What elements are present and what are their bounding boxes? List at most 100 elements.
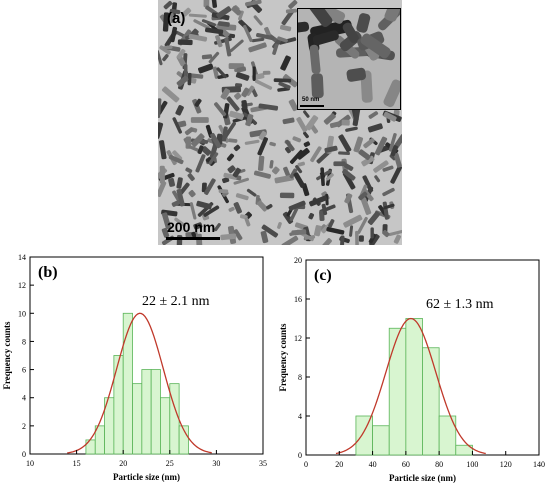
nanorod: [183, 64, 188, 80]
nanorod: [227, 165, 236, 174]
nanorod: [159, 140, 167, 160]
nanorod: [203, 0, 210, 8]
nanorod: [272, 43, 279, 55]
nanorod: [361, 155, 375, 167]
nanorod: [226, 96, 240, 112]
nanorod: [220, 233, 237, 241]
nanorod: [213, 223, 221, 232]
nanorod: [258, 103, 279, 111]
nanorod: [251, 37, 265, 43]
nanorod: [216, 67, 227, 79]
nanorod: [253, 170, 272, 179]
x-tick-label: 80: [435, 460, 443, 469]
nanorod: [367, 123, 383, 133]
nanorod: [368, 111, 379, 119]
nanorod: [168, 178, 176, 187]
nanorod: [363, 138, 375, 149]
x-tick-label: 0: [304, 460, 308, 469]
nanorod: [339, 235, 345, 245]
nanorod: [257, 155, 265, 171]
nanorod: [256, 32, 275, 41]
nanorod: [342, 22, 359, 44]
inset-nanorod-image: [298, 9, 400, 109]
nanorod: [245, 0, 262, 7]
histogram-c: 0 20 40 60 80 100 120 140 0 4 8 12 16 20 Particle size…: [278, 256, 545, 483]
gaussian-fit-curve: [67, 312, 212, 454]
histogram-b: 10 15 20 25 30 35 0 2 4 6 8 10 12 14 Particle size (nm…: [2, 253, 267, 482]
nanorod: [292, 136, 302, 143]
nanorod: [162, 54, 169, 62]
nanorod: [382, 165, 394, 172]
x-tick-label: 140: [533, 460, 545, 469]
y-tick-label: 8: [298, 373, 302, 382]
nanorod: [298, 21, 310, 34]
nanorod: [254, 79, 273, 90]
nanorod: [305, 115, 319, 131]
nanorod: [344, 163, 354, 171]
nanorod: [288, 0, 298, 9]
nanorod: [215, 34, 223, 48]
nanorod: [277, 36, 288, 43]
nanorod: [168, 154, 184, 165]
nanorod: [281, 235, 299, 245]
nanorod: [159, 45, 171, 55]
nanorod: [370, 227, 374, 239]
nanorod: [288, 200, 306, 211]
histogram-bar: [141, 369, 152, 455]
x-tick-label: 25: [166, 459, 174, 468]
nanorod: [211, 0, 218, 8]
main-scale-label: 200 nm: [167, 219, 216, 235]
nanorod: [311, 73, 324, 99]
nanorod: [356, 13, 371, 33]
nanorod: [233, 202, 242, 214]
nanorod: [282, 211, 294, 224]
nanorod: [159, 165, 165, 184]
x-tick-label: 100: [466, 460, 478, 469]
nanorod: [176, 48, 186, 60]
nanorod: [288, 99, 299, 112]
nanorod: [189, 202, 197, 220]
nanorod: [262, 70, 271, 75]
nanorod: [161, 227, 170, 238]
nanorod: [269, 141, 276, 147]
nanorod: [388, 133, 397, 152]
nanorod: [303, 9, 333, 27]
nanorod: [232, 167, 242, 178]
nanorod: [382, 201, 390, 220]
nanorod: [374, 175, 381, 183]
nanorod: [390, 145, 398, 157]
nanorod: [390, 165, 402, 184]
panel-label: (b): [38, 264, 58, 281]
x-tick-label: 60: [402, 460, 410, 469]
y-axis-label: Frequency counts: [278, 323, 288, 392]
nanorod: [201, 19, 217, 27]
panel-label-a: (a): [167, 10, 186, 27]
nanorod: [333, 161, 346, 167]
nanorod: [235, 193, 249, 201]
nanorod: [245, 113, 254, 127]
inset-scale-label: 50 nm: [302, 97, 320, 103]
nanorod: [303, 110, 310, 118]
nanorod: [229, 39, 244, 53]
nanorod: [188, 13, 207, 18]
nanorod: [244, 217, 251, 227]
nanorod: [358, 191, 368, 201]
inset-scale-bar: [300, 105, 324, 107]
nanorod: [161, 86, 180, 103]
y-tick-label: 14: [18, 253, 26, 262]
nanorod: [319, 224, 327, 231]
nanorod: [205, 27, 224, 35]
nanorod: [193, 222, 203, 230]
nanorod: [257, 137, 268, 156]
nanorod: [223, 172, 238, 180]
nanorod: [174, 217, 187, 228]
nanorod: [362, 175, 374, 193]
x-tick-label: 120: [500, 460, 512, 469]
y-tick-label: 16: [294, 295, 302, 304]
nanorod: [176, 188, 185, 207]
nanorod: [177, 39, 193, 46]
y-tick-label: 4: [298, 412, 302, 421]
nanorod: [190, 117, 209, 123]
nanorod: [162, 12, 170, 32]
nanorod: [176, 75, 189, 87]
